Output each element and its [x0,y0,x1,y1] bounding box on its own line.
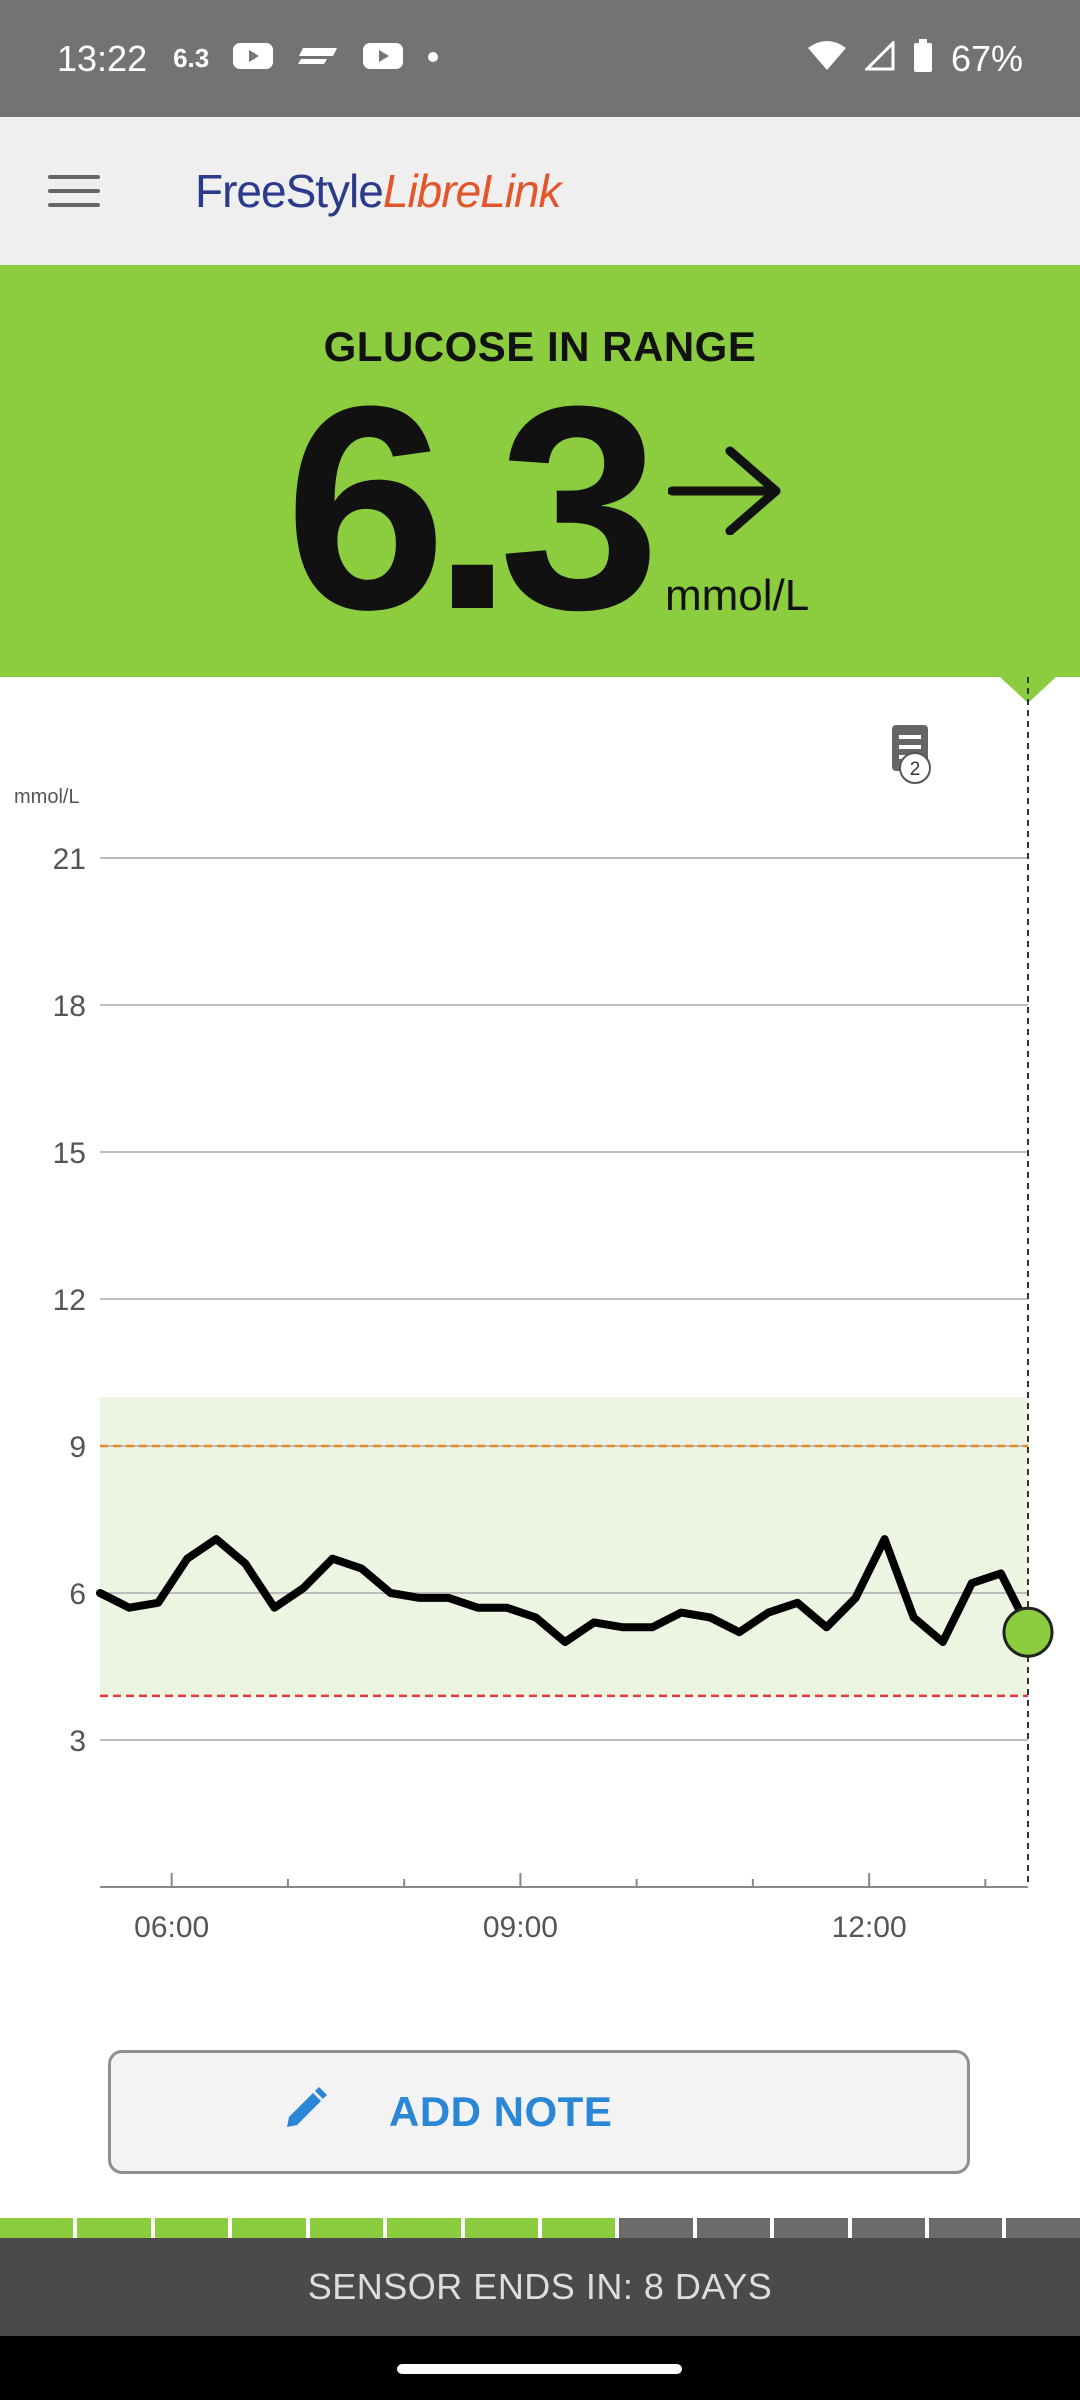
glucose-value: 6.3 [285,346,660,670]
sensor-day-segment [387,2218,461,2238]
y-tick-label: 6 [69,1578,86,1611]
glucose-chart: mmol/L 3 6 9 12 15 18 21 06:00 09:00 12:00 2 [14,677,1054,1944]
sensor-day-segment [0,2218,74,2238]
system-nav-bar [0,2336,1080,2400]
logo-freestyle: FreeStyle [195,165,384,217]
sensor-life-progress [0,2218,1080,2238]
glucose-line [96,1535,1032,1646]
y-tick-label: 15 [53,1137,86,1170]
current-reading-point [1002,1606,1054,1658]
signal-icon [863,39,895,76]
sensor-day-segment [464,2218,538,2238]
y-tick-label: 21 [53,843,86,876]
add-note-button[interactable]: ADD NOTE [108,2050,970,2174]
line-app-icon [297,44,339,73]
sensor-day-segment [309,2218,384,2238]
notes-badge-count: 2 [910,759,921,780]
status-right: 67% [807,38,1023,80]
app-bar: FreeStyleLibreLink [0,117,1080,265]
sensor-status-bar: SENSOR ENDS IN: 8 DAYS [0,2238,1080,2336]
sensor-day-segment [851,2218,926,2238]
sensor-day-segment [774,2218,848,2238]
y-axis-label: mmol/L [14,786,80,808]
logo-librelink: LibreLink [382,165,562,217]
sensor-ends-text: SENSOR ENDS IN: 8 DAYS [307,2266,773,2307]
sensor-day-segment [696,2218,771,2238]
youtube-icon [233,41,274,76]
y-tick-label: 12 [53,1284,86,1317]
sensor-day-segment [541,2218,616,2238]
glucose-status-label: GLUCOSE IN RANGE [323,323,757,370]
home-gesture-handle[interactable] [397,2364,682,2374]
wifi-icon [807,40,847,77]
sensor-day-segment [154,2218,229,2238]
glucose-unit: mmol/L [665,571,810,620]
status-time: 13:22 [57,37,148,79]
glucose-banner: GLUCOSE IN RANGE 6.3 mmol/L [0,265,1080,677]
y-tick-label: 3 [69,1725,86,1758]
y-tick-label: 9 [69,1431,86,1464]
battery-percent: 67% [950,37,1023,79]
youtube-icon [363,41,404,76]
y-tick-label: 18 [53,990,86,1023]
dot-icon [427,50,439,68]
status-bar: 13:22 6.3 67% [0,0,1080,117]
x-tick-label: 06:00 [134,1911,209,1944]
sensor-day-segment [929,2218,1003,2238]
glucose-notification-icon: 6.3 [173,43,210,73]
sensor-day-segment [1006,2218,1080,2238]
add-note-label: ADD NOTE [389,2088,613,2135]
x-tick-label: 09:00 [483,1911,558,1944]
pencil-icon [281,2086,327,2138]
battery-icon [913,39,933,78]
app-logo: FreeStyleLibreLink [195,164,562,218]
sensor-day-segment [77,2218,151,2238]
x-tick-label: 12:00 [832,1911,907,1944]
sensor-day-segment [232,2218,306,2238]
steady-arrow-icon [667,445,788,540]
sensor-day-segment [619,2218,693,2238]
notes-icon[interactable]: 2 [892,725,931,784]
hamburger-menu-icon[interactable] [38,155,110,227]
